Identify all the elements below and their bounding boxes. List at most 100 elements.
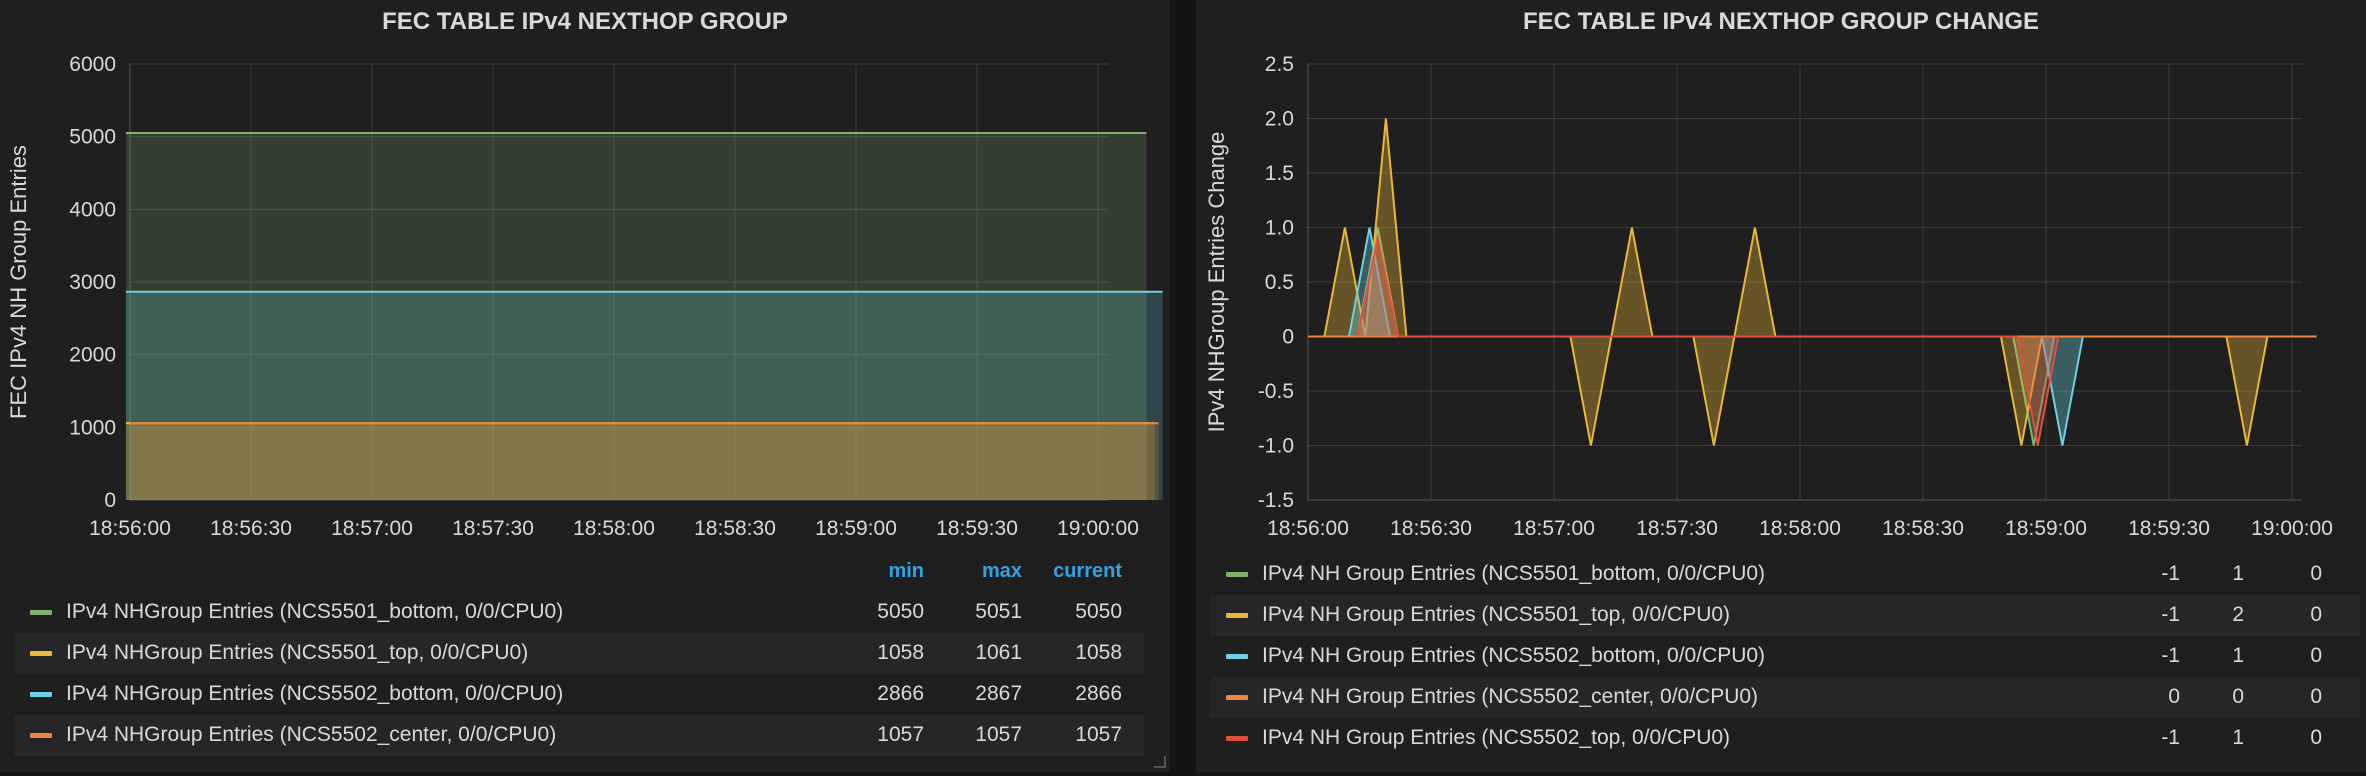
x-tick-label: 19:00:00 bbox=[2251, 517, 2333, 540]
y-tick-label: 1000 bbox=[69, 416, 116, 439]
legend-current-value: 1057 bbox=[1075, 723, 1122, 746]
legend-item[interactable]: IPv4 NHGroup Entries (NCS5501_top, 0/0/C… bbox=[14, 633, 1144, 674]
legend-max-value: 0 bbox=[2232, 685, 2244, 708]
y-axis-label: IPv4 NHGroup Entries Change bbox=[1204, 132, 1229, 433]
nexthop-group-change-line-chart[interactable]: -1.5 -1.0 -0.5 0 0.5 1.0 1.5 2.0 2.5 18:56:00 18:5… bbox=[1196, 0, 2366, 540]
y-tick-label: 0.5 bbox=[1265, 271, 1294, 294]
x-tick-label: 18:56:30 bbox=[1390, 517, 1472, 540]
y-tick-label: -1.0 bbox=[1258, 435, 1294, 458]
y-tick-label: 2.5 bbox=[1265, 53, 1294, 76]
legend-item[interactable]: IPv4 NHGroup Entries (NCS5502_bottom, 0/… bbox=[14, 674, 1144, 715]
legend-series-name[interactable]: IPv4 NH Group Entries (NCS5501_top, 0/0/… bbox=[1262, 603, 1731, 626]
x-tick-label: 18:58:00 bbox=[1759, 517, 1841, 540]
legend-series-name[interactable]: IPv4 NHGroup Entries (NCS5501_top, 0/0/C… bbox=[66, 641, 529, 664]
legend-item[interactable]: IPv4 NH Group Entries (NCS5502_top, 0/0/… bbox=[1210, 718, 2360, 759]
x-tick-label: 18:56:00 bbox=[89, 517, 171, 540]
legend-current-value: 0 bbox=[2310, 726, 2322, 749]
legend-item[interactable]: IPv4 NH Group Entries (NCS5502_center, 0… bbox=[1210, 677, 2360, 718]
panel-title[interactable]: FEC TABLE IPv4 NEXTHOP GROUP bbox=[382, 8, 788, 35]
panel-title[interactable]: FEC TABLE IPv4 NEXTHOP GROUP CHANGE bbox=[1522, 8, 2040, 35]
legend-series-name[interactable]: IPv4 NHGroup Entries (NCS5502_center, 0/… bbox=[66, 723, 557, 746]
x-tick-label: 18:58:30 bbox=[694, 517, 776, 540]
y-tick-label: 0 bbox=[104, 489, 116, 512]
y-tick-label: 4000 bbox=[69, 198, 116, 221]
x-tick-label: 18:57:00 bbox=[1513, 517, 1595, 540]
legend-min-value: -1 bbox=[2161, 726, 2180, 749]
legend-item[interactable]: IPv4 NHGroup Entries (NCS5502_center, 0/… bbox=[14, 715, 1144, 756]
x-tick-label: 18:56:30 bbox=[210, 517, 292, 540]
legend-min-value: -1 bbox=[2161, 644, 2180, 667]
legend-current-value: 0 bbox=[2310, 562, 2322, 585]
y-tick-label: 5000 bbox=[69, 126, 116, 149]
series-color-swatch bbox=[1226, 572, 1248, 577]
series-color-swatch bbox=[1226, 654, 1248, 659]
x-tick-label: 18:59:30 bbox=[2128, 517, 2210, 540]
legend-min-value: 2866 bbox=[877, 682, 924, 705]
series-color-swatch bbox=[1226, 695, 1248, 700]
x-tick-label: 18:58:00 bbox=[573, 517, 655, 540]
legend-current-value: 0 bbox=[2310, 685, 2322, 708]
legend-current-value: 5050 bbox=[1075, 600, 1122, 623]
series-color-swatch bbox=[30, 610, 52, 615]
x-tick-label: 18:57:30 bbox=[452, 517, 534, 540]
series-color-swatch bbox=[30, 651, 52, 656]
legend-min-value: 5050 bbox=[877, 600, 924, 623]
x-tick-label: 18:58:30 bbox=[1882, 517, 1964, 540]
legend-series-name[interactable]: IPv4 NHGroup Entries (NCS5501_bottom, 0/… bbox=[66, 600, 564, 623]
legend-current-value: 1058 bbox=[1075, 641, 1122, 664]
x-tick-label: 18:59:00 bbox=[815, 517, 897, 540]
series-color-swatch bbox=[1226, 736, 1248, 741]
y-tick-label: 6000 bbox=[69, 53, 116, 76]
legend-item[interactable]: IPv4 NH Group Entries (NCS5501_bottom, 0… bbox=[1210, 554, 2360, 595]
legend-header-min[interactable]: min bbox=[888, 560, 924, 582]
x-tick-label: 18:57:00 bbox=[331, 517, 413, 540]
series-color-swatch bbox=[1226, 613, 1248, 618]
series-area bbox=[130, 423, 1159, 500]
legend-header-max[interactable]: max bbox=[981, 560, 1022, 582]
legend-max-value: 1057 bbox=[975, 723, 1022, 746]
legend-header-current[interactable]: current bbox=[1053, 560, 1122, 582]
series-line bbox=[1356, 238, 2060, 446]
panel-fec-nexthop-group: FEC TABLE IPv4 NEXTHOP GROUP 0 1000 2000 30… bbox=[0, 0, 1170, 772]
series-color-swatch bbox=[30, 733, 52, 738]
y-tick-label: 0 bbox=[1282, 326, 1294, 349]
series-area bbox=[125, 291, 1163, 500]
y-tick-label: 3000 bbox=[69, 271, 116, 294]
legend-current-value: 0 bbox=[2310, 603, 2322, 626]
legend-series-name[interactable]: IPv4 NH Group Entries (NCS5502_bottom, 0… bbox=[1262, 644, 1766, 667]
legend-max-value: 1 bbox=[2232, 562, 2244, 585]
y-tick-label: -0.5 bbox=[1258, 380, 1294, 403]
x-tick-label: 18:57:30 bbox=[1636, 517, 1718, 540]
y-tick-label: 2.0 bbox=[1265, 108, 1294, 131]
legend-item[interactable]: IPv4 NHGroup Entries (NCS5501_bottom, 0/… bbox=[14, 592, 1144, 633]
legend-current-value: 0 bbox=[2310, 644, 2322, 667]
legend-max-value: 2867 bbox=[975, 682, 1022, 705]
y-tick-label: -1.5 bbox=[1258, 489, 1294, 512]
legend-min-value: -1 bbox=[2161, 603, 2180, 626]
legend-min-value: 1058 bbox=[877, 641, 924, 664]
legend-max-value: 1061 bbox=[975, 641, 1022, 664]
y-tick-label: 1.5 bbox=[1265, 162, 1294, 185]
x-tick-label: 18:59:00 bbox=[2005, 517, 2087, 540]
series-area bbox=[1324, 118, 2268, 446]
legend-series-name[interactable]: IPv4 NHGroup Entries (NCS5502_bottom, 0/… bbox=[66, 682, 564, 705]
legend-max-value: 1 bbox=[2232, 726, 2244, 749]
legend-min-value: -1 bbox=[2161, 562, 2180, 585]
panel-resize-handle[interactable] bbox=[1154, 756, 1166, 768]
nexthop-group-area-chart[interactable]: 0 1000 2000 3000 4000 5000 6000 18:56:00 18:56:3… bbox=[0, 0, 1170, 540]
y-axis-label: FEC IPv4 NH Group Entries bbox=[6, 145, 31, 419]
legend-series-name[interactable]: IPv4 NH Group Entries (NCS5502_center, 0… bbox=[1262, 685, 1759, 708]
series-area bbox=[125, 423, 1155, 500]
legend-max-value: 2 bbox=[2232, 603, 2244, 626]
series-color-swatch bbox=[30, 692, 52, 697]
legend-max-value: 5051 bbox=[975, 600, 1022, 623]
series-area bbox=[125, 133, 1147, 501]
x-tick-label: 18:56:00 bbox=[1267, 517, 1349, 540]
legend-series-name[interactable]: IPv4 NH Group Entries (NCS5501_bottom, 0… bbox=[1262, 562, 1766, 585]
legend-max-value: 1 bbox=[2232, 644, 2244, 667]
y-tick-label: 1.0 bbox=[1265, 217, 1294, 240]
legend-series-name[interactable]: IPv4 NH Group Entries (NCS5502_top, 0/0/… bbox=[1262, 726, 1731, 749]
legend-item[interactable]: IPv4 NH Group Entries (NCS5502_bottom, 0… bbox=[1210, 636, 2360, 677]
legend-item[interactable]: IPv4 NH Group Entries (NCS5501_top, 0/0/… bbox=[1210, 595, 2360, 636]
x-tick-label: 19:00:00 bbox=[1057, 517, 1139, 540]
